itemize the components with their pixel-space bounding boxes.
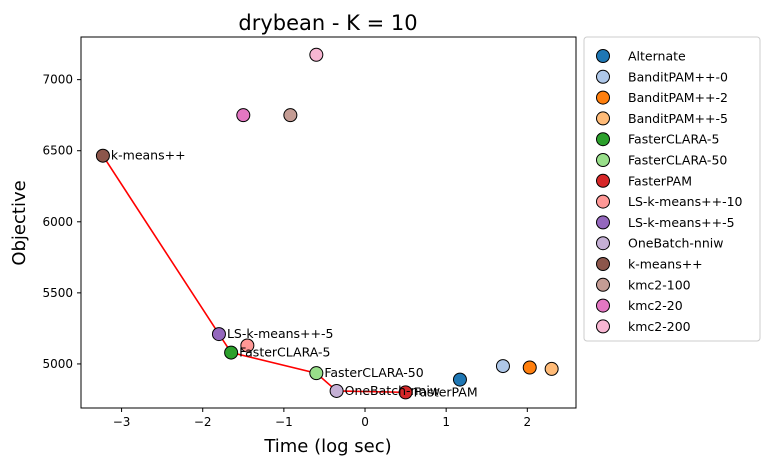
plot-area: k-means++ LS-k-means++-5 FasterCLARA-5 Fast… <box>95 47 559 400</box>
point-fasterpam <box>398 385 413 400</box>
x-tick-label: 2 <box>523 415 531 429</box>
legend-marker <box>596 236 610 251</box>
point-banditpam-2 <box>522 360 537 375</box>
legend-entry: kmc2-20 <box>628 298 683 313</box>
x-tick-label: −3 <box>113 415 131 429</box>
x-axis-label: Time (log sec) <box>263 436 391 457</box>
y-tick-label: 5000 <box>42 357 73 371</box>
legend-entry: k-means++ <box>628 257 703 272</box>
y-tick-label: 7000 <box>42 73 73 87</box>
point-kmc2-20 <box>236 108 251 123</box>
point-banditpam-0 <box>495 359 510 374</box>
point-banditpam-5 <box>544 361 559 376</box>
legend-entry: kmc2-100 <box>628 277 691 292</box>
point-alternate <box>452 372 467 387</box>
annotation-label: FasterCLARA-5 <box>239 345 330 360</box>
point-ls-k-means-5 <box>211 327 226 342</box>
legend: Alternate BanditPAM++-0 BanditPAM++-2 Bandi… <box>583 36 761 342</box>
x-tick-label: −2 <box>194 415 212 429</box>
y-tick-label: 6500 <box>42 144 73 158</box>
legend-marker <box>596 49 610 63</box>
legend-marker <box>596 173 610 188</box>
point-fasterclara-50 <box>309 366 324 381</box>
x-tick-label: −1 <box>275 415 293 429</box>
y-axis-label: Objective <box>9 180 30 265</box>
y-axis: 5000 5500 6000 6500 7000 <box>42 73 81 371</box>
annotation-label: FasterCLARA-50 <box>324 365 423 380</box>
legend-marker <box>596 257 610 271</box>
legend-marker <box>596 153 610 167</box>
plot-frame <box>80 36 577 409</box>
point-ls-k-means-10 <box>240 338 255 353</box>
point-k-means- <box>95 148 110 163</box>
x-axis: −3 −2 −1 0 1 2 <box>113 408 531 429</box>
legend-entry: FasterCLARA-50 <box>628 153 727 168</box>
legend-marker <box>596 90 610 105</box>
legend-entry: OneBatch-nniw <box>628 236 723 251</box>
legend-entry: BanditPAM++-5 <box>628 111 728 126</box>
legend-entry: Alternate <box>628 49 686 64</box>
legend-marker <box>596 319 610 334</box>
pareto-line <box>102 155 406 394</box>
annotation-label: FasterPAM <box>414 384 478 399</box>
y-tick-label: 6000 <box>42 215 73 229</box>
legend-marker <box>596 111 610 126</box>
chart-title: drybean - K = 10 <box>238 11 417 35</box>
point-fasterclara-5 <box>224 345 239 360</box>
x-tick-label: 0 <box>361 415 369 429</box>
annotation-label: k-means++ <box>111 148 186 163</box>
legend-marker <box>596 298 610 313</box>
legend-entry: LS-k-means++-10 <box>628 194 743 209</box>
legend-marker <box>596 69 610 84</box>
legend-entry: BanditPAM++-2 <box>628 90 728 105</box>
legend-box <box>583 36 761 342</box>
legend-marker <box>596 194 610 209</box>
legend-marker <box>596 215 610 230</box>
x-tick-label: 1 <box>442 415 450 429</box>
legend-entry: BanditPAM++-0 <box>628 69 728 84</box>
legend-entry: kmc2-200 <box>628 319 691 334</box>
annotation-label: LS-k-means++-5 <box>227 326 334 341</box>
legend-marker <box>596 132 610 147</box>
legend-marker <box>596 277 610 292</box>
point-kmc2-100 <box>283 108 298 123</box>
point-onebatch-nniw <box>329 383 344 398</box>
annotation-label: OneBatch-nniw <box>345 383 440 398</box>
legend-entry: FasterPAM <box>628 173 692 188</box>
y-tick-label: 5500 <box>42 286 73 300</box>
point-kmc2-200 <box>309 47 324 62</box>
legend-entry: LS-k-means++-5 <box>628 215 735 230</box>
legend-entry: FasterCLARA-5 <box>628 132 719 147</box>
